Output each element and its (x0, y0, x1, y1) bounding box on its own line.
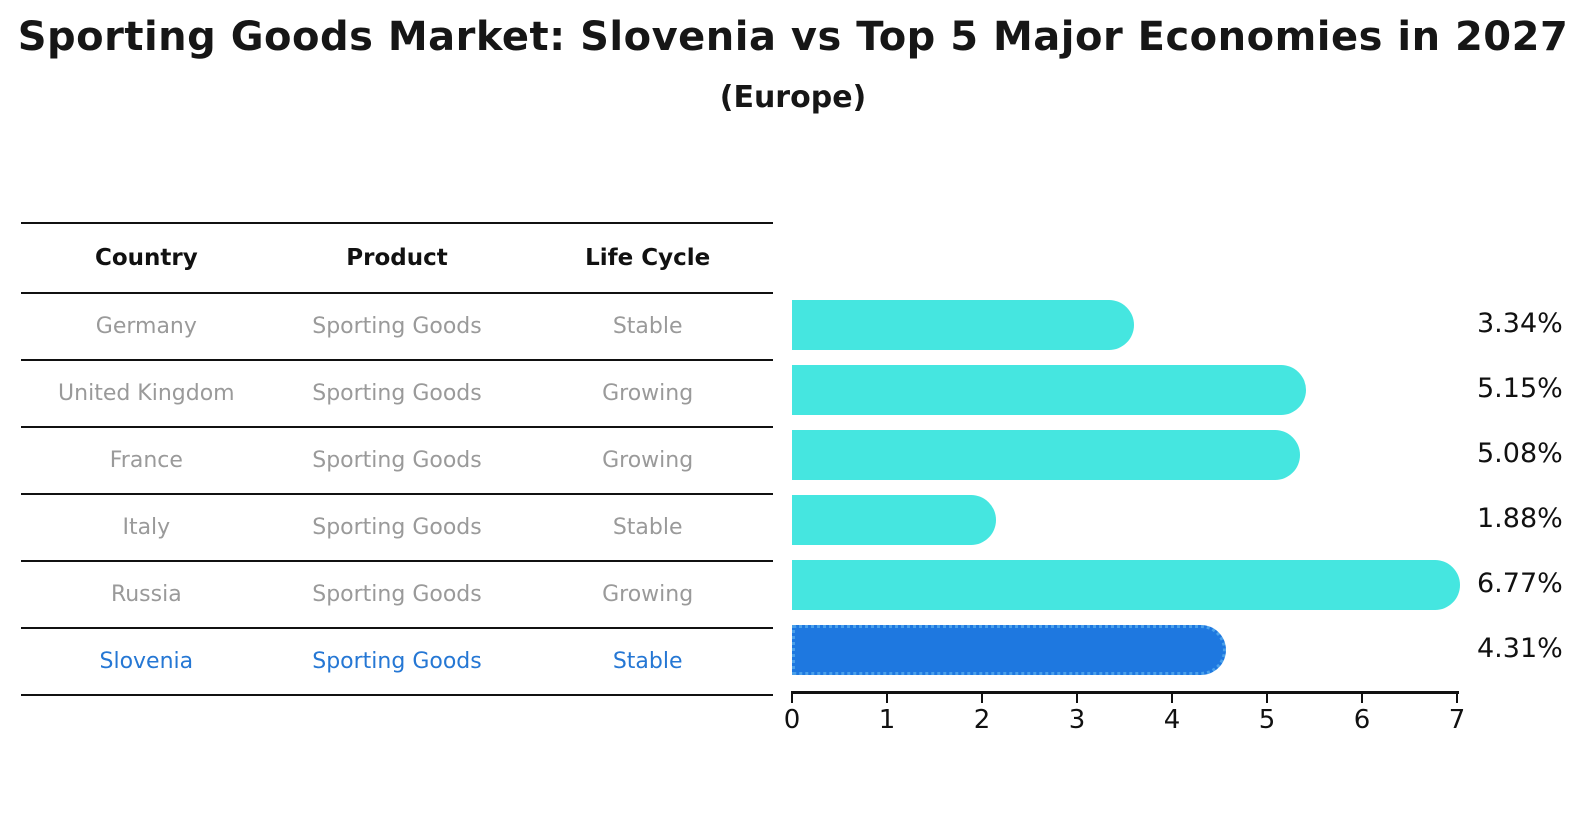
cell-life-cycle: Growing (602, 448, 694, 473)
x-tick-label: 3 (1068, 705, 1086, 735)
bar-germany (792, 299, 1135, 350)
column-header-product: Product (346, 245, 448, 271)
x-tick-label: 5 (1258, 705, 1276, 735)
table-row-slovenia: Slovenia Sporting Goods Stable (21, 629, 773, 696)
column-header-life-cycle: Life Cycle (585, 245, 711, 271)
cell-product: Sporting Goods (312, 381, 482, 406)
x-tick-label: 4 (1163, 705, 1181, 735)
cell-product: Sporting Goods (312, 649, 482, 674)
country-table: Country Product Life Cycle Germany Sport… (21, 222, 773, 696)
bar-russia (792, 560, 1461, 611)
cell-life-cycle: Growing (602, 582, 694, 607)
chart-title: Sporting Goods Market: Slovenia vs Top 5… (17, 14, 1569, 60)
value-label-italy: 1.88% (1477, 503, 1563, 535)
x-axis-tick (981, 694, 983, 703)
x-tick-label: 7 (1448, 705, 1466, 735)
cell-product: Sporting Goods (312, 515, 482, 540)
value-label-germany: 3.34% (1477, 307, 1563, 339)
table-row-russia: Russia Sporting Goods Growing (21, 562, 773, 629)
cell-country: Germany (95, 314, 197, 339)
x-axis-tick (1076, 694, 1078, 703)
chart-subtitle: (Europe) (719, 80, 867, 115)
column-header-country: Country (94, 245, 198, 271)
x-axis-tick (886, 694, 888, 703)
x-tick-label: 0 (783, 705, 801, 735)
x-axis-line (791, 691, 1459, 694)
bar-france (792, 429, 1300, 480)
value-label-france: 5.08% (1477, 437, 1563, 469)
cell-product: Sporting Goods (312, 448, 482, 473)
x-tick-label: 1 (878, 705, 896, 735)
cell-country: Italy (122, 515, 171, 540)
cell-country: United Kingdom (58, 381, 235, 406)
x-axis-tick (1171, 694, 1173, 703)
bar-slovenia (792, 625, 1227, 676)
table-row-germany: Germany Sporting Goods Stable (21, 294, 773, 361)
x-tick-label: 6 (1353, 705, 1371, 735)
table-header-row: Country Product Life Cycle (21, 224, 773, 294)
cell-life-cycle: Growing (602, 381, 694, 406)
cell-product: Sporting Goods (312, 582, 482, 607)
cell-country: Russia (110, 582, 182, 607)
table-row-italy: Italy Sporting Goods Stable (21, 495, 773, 562)
cell-life-cycle: Stable (612, 515, 683, 540)
cell-product: Sporting Goods (312, 314, 482, 339)
table-row-france: France Sporting Goods Growing (21, 428, 773, 495)
cell-life-cycle: Stable (612, 314, 683, 339)
value-label-united-kingdom: 5.15% (1477, 372, 1563, 404)
value-label-slovenia: 4.31% (1477, 633, 1563, 665)
value-label-russia: 6.77% (1477, 568, 1563, 600)
bar-italy (792, 495, 996, 546)
cell-country: France (109, 448, 183, 473)
bar-united-kingdom (792, 364, 1307, 415)
cell-life-cycle: Stable (612, 649, 683, 674)
x-axis-tick (1266, 694, 1268, 703)
table-row-united-kingdom: United Kingdom Sporting Goods Growing (21, 361, 773, 428)
cell-country: Slovenia (99, 649, 194, 674)
x-axis-tick (791, 694, 793, 703)
x-axis-tick (1361, 694, 1363, 703)
x-axis-tick (1456, 694, 1458, 703)
x-tick-label: 2 (973, 705, 991, 735)
